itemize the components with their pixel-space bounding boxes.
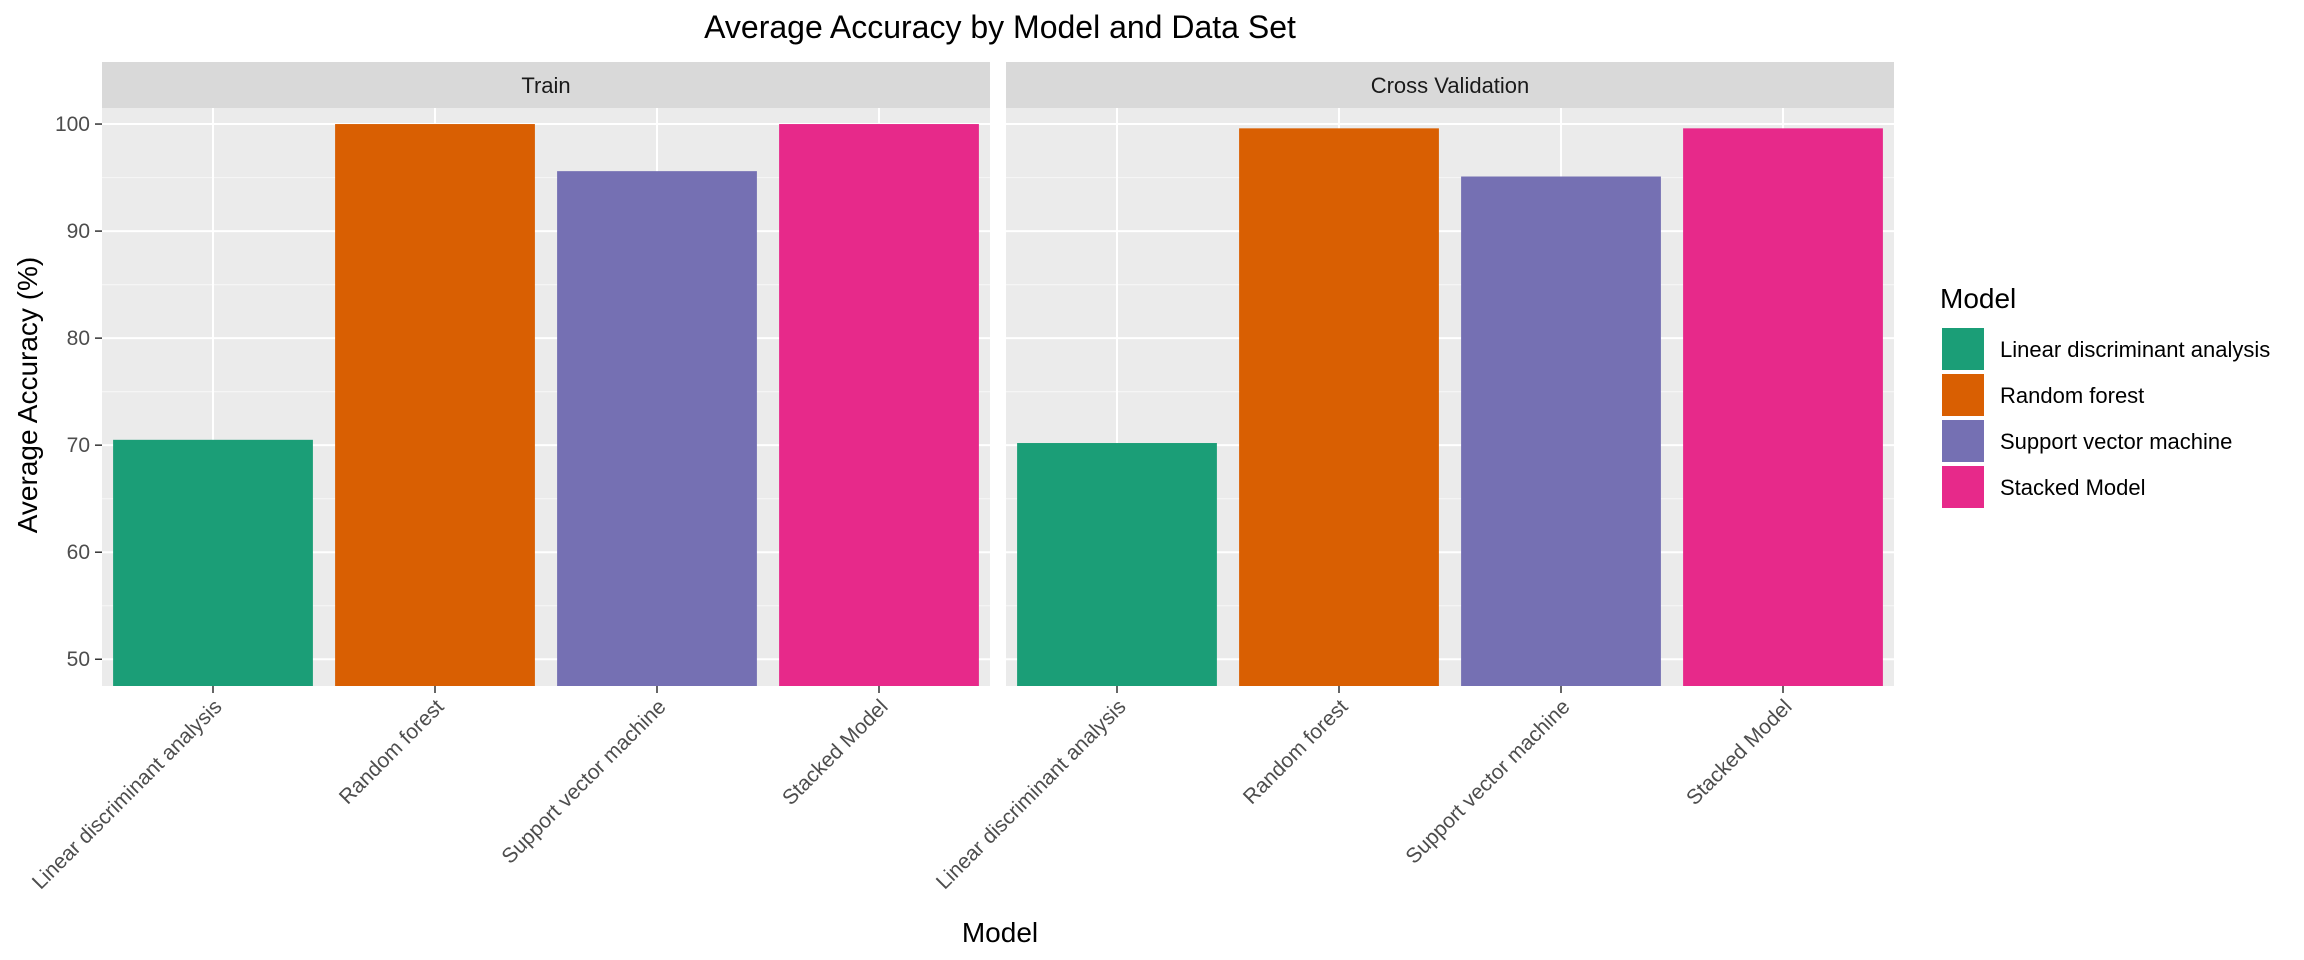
legend: Model Linear discriminant analysis Random… — [1940, 283, 2270, 508]
facet-panel-0: Train Linear discriminant analysis Random … — [28, 62, 990, 894]
legend-key — [1942, 374, 1984, 416]
y-tick-label: 80 — [67, 327, 90, 350]
x-tick-label: Support vector machine — [497, 695, 670, 868]
bar-support-vector-machine — [557, 171, 757, 686]
legend-key — [1942, 328, 1984, 370]
bar-stacked-model — [779, 124, 979, 687]
legend-label: Support vector machine — [2000, 429, 2232, 454]
x-axis-title: Model — [962, 917, 1038, 948]
bar-linear-discriminant-analysis — [113, 439, 313, 686]
bar-random-forest — [1239, 128, 1439, 686]
y-axis: 50 60 70 80 90 100 — [55, 113, 102, 671]
y-axis-title: Average Accuracy (%) — [12, 257, 43, 534]
legend-key — [1942, 420, 1984, 462]
y-tick-label: 60 — [67, 541, 90, 564]
legend-title: Model — [1940, 283, 2016, 314]
facet-strip — [102, 62, 990, 108]
x-tick-label: Stacked Model — [1682, 695, 1796, 809]
y-tick-label: 70 — [67, 434, 90, 457]
facet-strip — [1006, 62, 1894, 108]
chart-title: Average Accuracy by Model and Data Set — [704, 9, 1296, 45]
legend-label: Random forest — [2000, 383, 2144, 408]
x-tick-label: Support vector machine — [1401, 695, 1574, 868]
bar-stacked-model — [1683, 128, 1883, 686]
bar-random-forest — [335, 124, 535, 687]
facet-strip-label: Train — [521, 73, 570, 98]
x-tick-label: Random forest — [1239, 695, 1353, 809]
y-tick-label: 100 — [55, 113, 90, 136]
legend-label: Stacked Model — [2000, 475, 2146, 500]
bar-support-vector-machine — [1461, 176, 1661, 686]
legend-key — [1942, 466, 1984, 508]
x-tick-label: Linear discriminant analysis — [932, 695, 1131, 894]
facet-panel-1: Cross Validation Linear discriminant anal… — [932, 62, 1894, 894]
x-tick-label: Stacked Model — [778, 695, 892, 809]
y-tick-label: 90 — [67, 220, 90, 243]
bar-linear-discriminant-analysis — [1017, 443, 1217, 686]
x-tick-label: Linear discriminant analysis — [28, 695, 227, 894]
legend-items: Linear discriminant analysis Random fores… — [1942, 328, 2270, 508]
facet-strip-label: Cross Validation — [1371, 73, 1530, 98]
x-tick-label: Random forest — [335, 695, 449, 809]
y-tick-label: 50 — [67, 648, 90, 671]
facet-panels: Train Linear discriminant analysis Random … — [28, 62, 1894, 894]
legend-label: Linear discriminant analysis — [2000, 337, 2270, 362]
